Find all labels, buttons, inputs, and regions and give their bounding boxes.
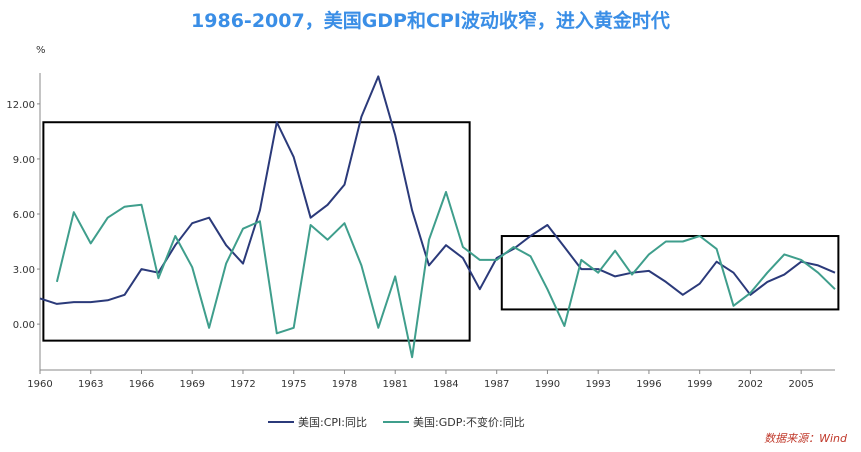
chart-title: 1986-2007，美国GDP和CPI波动收窄，进入黄金时代: [191, 10, 670, 32]
x-tick-label: 1987: [484, 379, 509, 390]
legend-label-cpi: 美国:CPI:同比: [298, 416, 367, 429]
x-tick-label: 1978: [332, 379, 357, 390]
x-tick-label: 1993: [585, 379, 610, 390]
x-tick-label: 1990: [535, 379, 560, 390]
highlight-boxes: [42, 121, 840, 342]
x-tick-labels: 1960 1963 1966 1969 1972 1975 1978 1981 1984 1987…: [27, 370, 814, 390]
y-tick-label: 12.00: [6, 100, 35, 111]
y-axis-unit: %: [36, 45, 46, 56]
y-tick-labels: 12.00 9.00 6.00 3.00 0.00: [6, 100, 40, 331]
x-tick-label: 2002: [738, 379, 763, 390]
y-tick-label: 3.00: [13, 265, 35, 276]
x-tick-label: 1969: [180, 379, 205, 390]
y-tick-label: 6.00: [13, 210, 35, 221]
axes: %: [36, 45, 835, 371]
x-tick-label: 2005: [788, 379, 813, 390]
y-tick-label: 0.00: [13, 320, 35, 331]
x-tick-label: 1999: [687, 379, 712, 390]
legend-label-gdp: 美国:GDP:不变价:同比: [413, 415, 525, 429]
data-source-note: 数据来源：Wind: [764, 432, 847, 445]
x-tick-label: 1996: [636, 379, 661, 390]
legend: 美国:CPI:同比 美国:GDP:不变价:同比: [268, 415, 525, 429]
highlight-box: [500, 235, 840, 311]
x-tick-label: 1981: [382, 379, 407, 390]
x-tick-label: 1963: [78, 379, 103, 390]
x-tick-label: 1966: [129, 379, 154, 390]
y-tick-label: 9.00: [13, 155, 35, 166]
series-lines: [39, 75, 836, 359]
x-tick-label: 1975: [281, 379, 306, 390]
highlight-box: [42, 121, 471, 342]
x-tick-label: 1972: [230, 379, 255, 390]
x-tick-label: 1984: [433, 379, 458, 390]
cpi-series-line: [39, 75, 836, 305]
x-tick-label: 1960: [27, 379, 52, 390]
gdp-series-line: [55, 191, 836, 359]
